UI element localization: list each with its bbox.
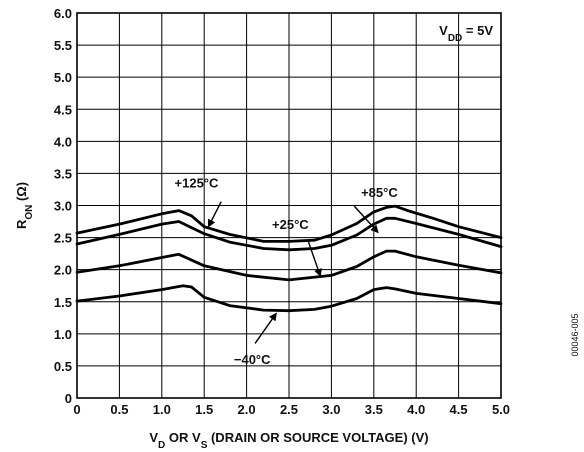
- y-tick-label: 0: [65, 391, 72, 406]
- x-axis-label: VD OR VS (DRAIN OR SOURCE VOLTAGE) (V): [149, 430, 428, 451]
- tick-labels: 0 0.5 1.0 1.5 2.0 2.5 3.0 3.5 4.0 4.5 5.0 0 0.5 1.0 1.…: [54, 6, 510, 417]
- y-tick-label: 4.0: [54, 134, 72, 149]
- series-line-40C: [75, 284, 503, 313]
- x-tick-label: 3.0: [322, 402, 340, 417]
- x-tick-label: 5.0: [492, 402, 510, 417]
- vdd-condition-label: VDD = 5V: [439, 23, 493, 44]
- series-label: +25°C: [272, 217, 309, 232]
- x-tick-label: 4.0: [407, 402, 425, 417]
- series-curves: [75, 204, 503, 313]
- y-tick-label: 1.0: [54, 327, 72, 342]
- series-label: −40°C: [234, 352, 271, 367]
- x-tick-label: 2.5: [280, 402, 298, 417]
- y-tick-label: 3.5: [54, 166, 72, 181]
- series-line-25C: [75, 249, 503, 282]
- x-tick-label: 4.5: [450, 402, 468, 417]
- series-line-125C: [75, 204, 503, 243]
- grid-lines: [76, 12, 502, 399]
- label-leader-arrow: [207, 201, 222, 228]
- y-tick-label: 4.5: [54, 102, 72, 117]
- series-label: +85°C: [361, 185, 398, 200]
- x-tick-label: 0.5: [110, 402, 128, 417]
- y-tick-label: 3.0: [54, 199, 72, 214]
- x-tick-label: 3.5: [365, 402, 383, 417]
- label-leader-arrow: [254, 312, 277, 344]
- x-tick-label: 2.0: [238, 402, 256, 417]
- plot-frame: [76, 12, 502, 399]
- series-labels: +125°C +85°C +25°C −40°C: [175, 176, 399, 367]
- y-tick-label: 1.5: [54, 295, 72, 310]
- figure-id: 00046-005: [570, 313, 580, 356]
- y-tick-label: 6.0: [54, 6, 72, 21]
- label-leader-arrow: [306, 239, 322, 278]
- y-axis-label: RON (Ω): [14, 182, 35, 229]
- label-leader-arrow: [353, 205, 379, 234]
- x-tick-label: 0: [73, 402, 80, 417]
- y-tick-label: 2.5: [54, 231, 72, 246]
- y-tick-label: 5.0: [54, 70, 72, 85]
- series-label: +125°C: [175, 176, 219, 191]
- series-line-85C: [75, 216, 503, 252]
- y-tick-label: 5.5: [54, 38, 72, 53]
- y-tick-label: 0.5: [54, 359, 72, 374]
- x-tick-label: 1.5: [195, 402, 213, 417]
- x-tick-label: 1.0: [153, 402, 171, 417]
- y-tick-label: 2.0: [54, 263, 72, 278]
